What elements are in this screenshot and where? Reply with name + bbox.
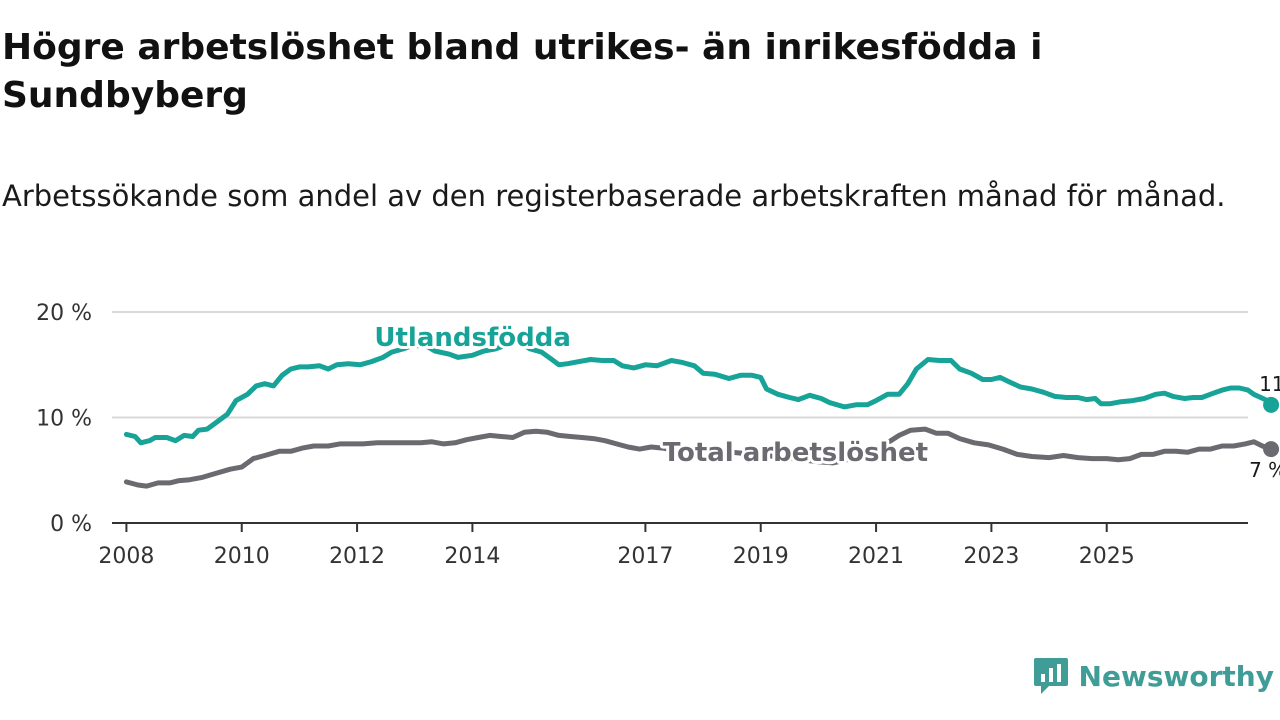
x-tick-label: 2010 (214, 544, 270, 569)
x-tick-label: 2014 (444, 544, 500, 569)
y-tick-label: 10 % (36, 407, 92, 432)
series-name-label: Utlandsfödda (374, 323, 571, 353)
series-end-point (1263, 441, 1280, 458)
series-end-label: 7 % (1249, 458, 1280, 482)
chart-subtitle: Arbetssökande som andel av den registerb… (2, 179, 1226, 213)
series-end-label: 11,2 % (1259, 372, 1280, 396)
x-tick-label: 2021 (848, 544, 904, 569)
x-tick-label: 2019 (733, 544, 789, 569)
y-tick-label: 0 % (50, 512, 92, 537)
y-tick-label: 20 % (36, 301, 92, 326)
series-line-utlandsfodda (123, 339, 1274, 446)
x-tick-label: 2012 (329, 544, 385, 569)
x-tick-label: 2008 (98, 544, 154, 569)
x-tick-label: 2017 (617, 544, 673, 569)
newsworthy-logo: Newsworthy (1033, 656, 1274, 696)
x-tick-label: 2023 (963, 544, 1019, 569)
newsworthy-logo-text: Newsworthy (1078, 659, 1274, 693)
series-line-total (123, 426, 1274, 489)
axes: 0 % 10 % 20 % 2008 2010 2012 2014 2017 2019 2021 2… (36, 301, 1248, 569)
series-name-label: Total arbetslöshet (663, 438, 928, 468)
series-end-point (1263, 396, 1280, 413)
chart-title: Högre arbetslöshet bland utrikes- än inr… (2, 27, 1043, 116)
newsworthy-logo-icon (1033, 658, 1068, 694)
series-lines (123, 339, 1280, 489)
grid-lines (112, 311, 1248, 419)
x-tick-label: 2025 (1079, 544, 1135, 569)
series-labels: 11,2 % Utlandsfödda 7 % Total arbetslöshet (371, 320, 1280, 482)
